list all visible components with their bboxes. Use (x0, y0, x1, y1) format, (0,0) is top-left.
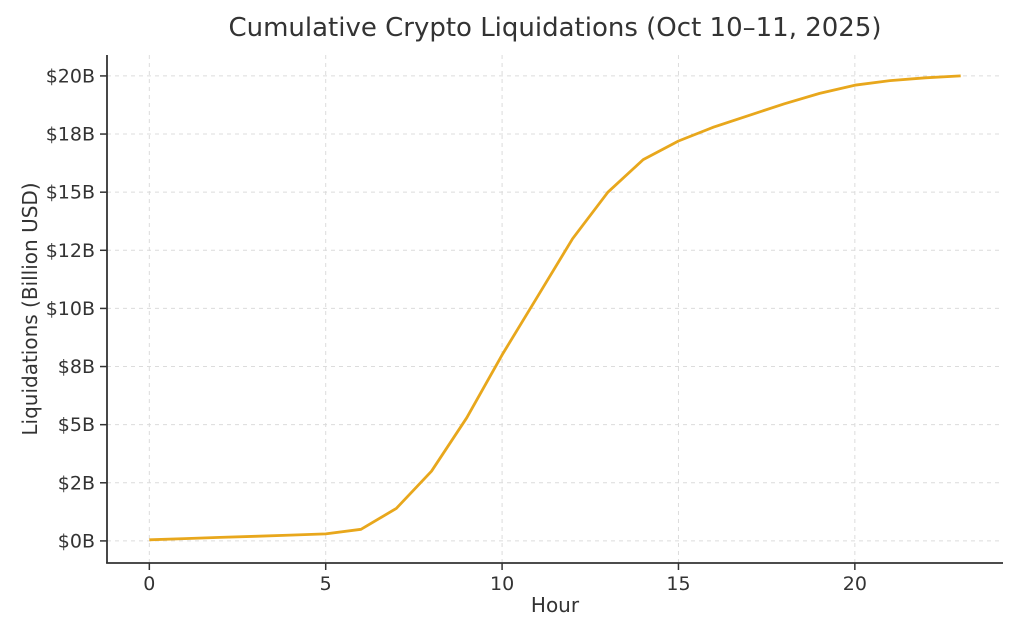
y-tick-label: $12B (46, 240, 95, 262)
y-axis-label: Liquidations (Billion USD) (18, 182, 42, 436)
y-tick-label: $5B (58, 414, 95, 436)
x-tick-label: 20 (843, 573, 867, 595)
data-line-cumulative-liquidations (149, 74, 961, 542)
chart-title: Cumulative Crypto Liquidations (Oct 10–1… (228, 13, 882, 43)
y-tick-label: $0B (58, 530, 95, 552)
y-tick-label: $18B (46, 124, 95, 146)
x-tick-label: 10 (490, 573, 514, 595)
y-tick-label: $15B (46, 182, 95, 204)
y-tick-label: $8B (58, 356, 95, 378)
y-tick-label: $20B (46, 65, 95, 87)
y-tick-label: $2B (58, 472, 95, 494)
y-tick-label: $10B (46, 298, 95, 320)
x-axis-label: Hour (530, 593, 580, 617)
x-tick-label: 0 (143, 573, 155, 595)
x-tick-label: 5 (320, 573, 332, 595)
x-tick-label: 15 (666, 573, 690, 595)
